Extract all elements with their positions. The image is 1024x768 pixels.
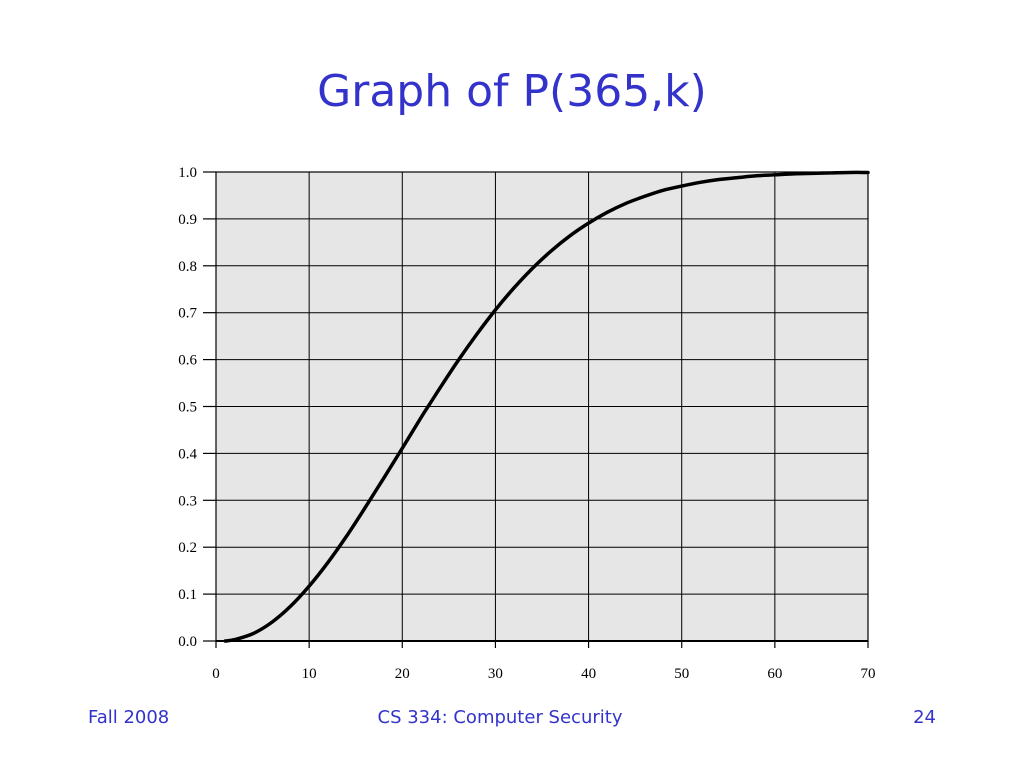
footer-course: CS 334: Computer Security (377, 707, 623, 728)
data-point (382, 477, 385, 480)
footer-date: Fall 2008 (88, 707, 170, 728)
data-point (363, 506, 367, 510)
x-tick-label: 0 (212, 666, 220, 682)
data-point (475, 333, 478, 336)
data-point (699, 181, 702, 184)
data-point (401, 447, 404, 450)
data-point (829, 171, 832, 175)
y-tick-label: 0.0 (178, 634, 197, 650)
y-tick-label: 0.5 (178, 400, 197, 416)
data-point (550, 249, 553, 252)
x-tick-label: 50 (674, 666, 689, 682)
data-point (661, 189, 665, 192)
data-point (456, 359, 460, 362)
y-tick-label: 1.0 (178, 165, 197, 181)
data-point (717, 178, 721, 181)
data-point (755, 174, 758, 177)
y-tick-label: 0.7 (178, 306, 197, 322)
y-tick-label: 0.9 (178, 212, 197, 228)
tick-labels: 0 10 20 30 40 50 60 70 0.0 0.1 0.2 0.3 0.4 0.5 0.6 0.7 0… (178, 165, 875, 682)
data-point (587, 221, 590, 225)
x-tick-label: 20 (395, 666, 410, 682)
x-tick-label: 10 (302, 666, 317, 682)
data-point (494, 308, 497, 312)
data-point (270, 621, 274, 624)
x-tick-label: 70 (861, 666, 876, 682)
data-point (429, 402, 432, 405)
data-point (848, 171, 851, 174)
data-point (224, 639, 227, 643)
data-point (866, 171, 870, 174)
y-tick-label: 0.4 (178, 446, 197, 462)
data-point (792, 172, 795, 176)
data-point (810, 172, 814, 175)
data-point (233, 638, 236, 641)
x-tick-label: 40 (581, 666, 596, 682)
slide-title: Graph of P(365,k) (317, 66, 707, 117)
x-tick-label: 30 (488, 666, 503, 682)
y-tick-label: 0.8 (178, 259, 197, 275)
data-point (680, 184, 683, 188)
data-point (512, 286, 516, 290)
data-point (736, 176, 739, 179)
data-point (307, 584, 311, 588)
footer-page-number: 24 (913, 707, 936, 728)
data-point (326, 561, 329, 564)
data-point (252, 632, 255, 635)
y-tick-label: 0.6 (178, 353, 197, 369)
data-point (345, 535, 348, 538)
data-points (224, 171, 870, 643)
data-point (606, 211, 609, 214)
y-tick-label: 0.1 (178, 587, 197, 603)
data-point (438, 387, 441, 390)
data-point (568, 234, 572, 237)
data-point (419, 416, 423, 419)
data-point (773, 173, 777, 177)
y-tick-label: 0.2 (178, 540, 197, 556)
axes (203, 171, 869, 648)
data-point (289, 605, 292, 608)
y-tick-label: 0.3 (178, 493, 197, 509)
data-point (531, 266, 534, 270)
data-point (643, 195, 646, 198)
x-tick-label: 60 (767, 666, 782, 682)
data-point (624, 202, 628, 205)
